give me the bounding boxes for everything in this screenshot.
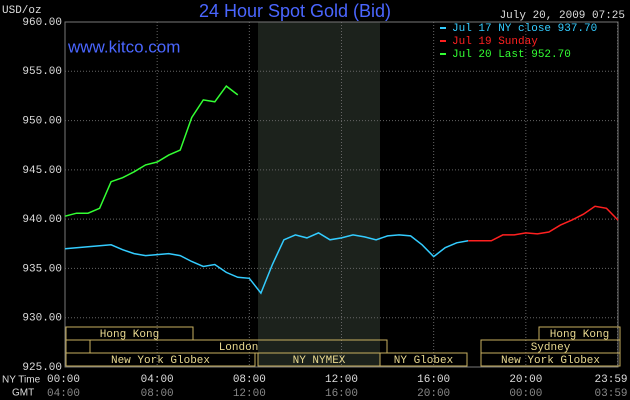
x-tick-label: 16:00 [417,374,450,386]
y-axis-label: USD/oz [2,5,42,17]
session-label: New York Globex [501,355,600,367]
legend-label: Jul 17 NY close 937.70 [452,23,597,35]
x2-tick-label: 00:00 [509,388,542,400]
x2-tick-label: 03:59 [595,388,628,400]
y-tick-label: 935.00 [22,263,62,275]
y-tick-label: 940.00 [22,214,62,226]
x2-tick-label: 20:00 [417,388,450,400]
session-box [379,352,468,367]
legend-swatch [440,27,446,29]
nymex-shade [258,22,380,367]
price-line [468,205,619,242]
session-box [65,352,256,367]
y-tick-label: 955.00 [22,66,62,78]
y-tick-label: 950.00 [22,115,62,127]
session-label: Hong Kong [550,329,609,341]
x-axis-label: NY Time [2,375,41,386]
x-tick-label: 00:00 [47,374,80,386]
x-tick-label: 12:00 [325,374,358,386]
session-box [480,352,621,367]
x2-tick-label: 12:00 [233,388,266,400]
legend-swatch [440,53,446,55]
session-label: Hong Kong [100,329,159,341]
price-line [64,232,469,295]
legend-label: Jul 19 Sunday [452,36,538,48]
x-tick-label: 08:00 [233,374,266,386]
x2-tick-label: 08:00 [141,388,174,400]
y-tick-label: 960.00 [22,17,62,29]
x2-tick-label: 16:00 [325,388,358,400]
x-tick-label: 23:59 [595,374,628,386]
legend-swatch [440,40,446,42]
plot-frame [64,21,619,368]
x-tick-label: 04:00 [141,374,174,386]
session-label: NY NYMEX [293,355,346,367]
y-tick-label: 925.00 [22,362,62,374]
y-tick-label: 945.00 [22,165,62,177]
x-tick-label: 20:00 [509,374,542,386]
watermark: www.kitco.com [67,37,180,56]
session-label: London [219,342,259,354]
legend-label: Jul 20 Last 952.70 [452,49,571,61]
price-line [64,85,239,217]
session-label: New York Globex [111,355,210,367]
x2-tick-label: 04:00 [47,388,80,400]
session-label: NY Globex [394,355,454,367]
chart-title: 24 Hour Spot Gold (Bid) [199,1,391,21]
session-label: Sydney [531,342,571,354]
x2-axis-label: GMT [12,388,34,399]
y-tick-label: 930.00 [22,313,62,325]
timestamp: July 20, 2009 07:25 [500,10,625,22]
